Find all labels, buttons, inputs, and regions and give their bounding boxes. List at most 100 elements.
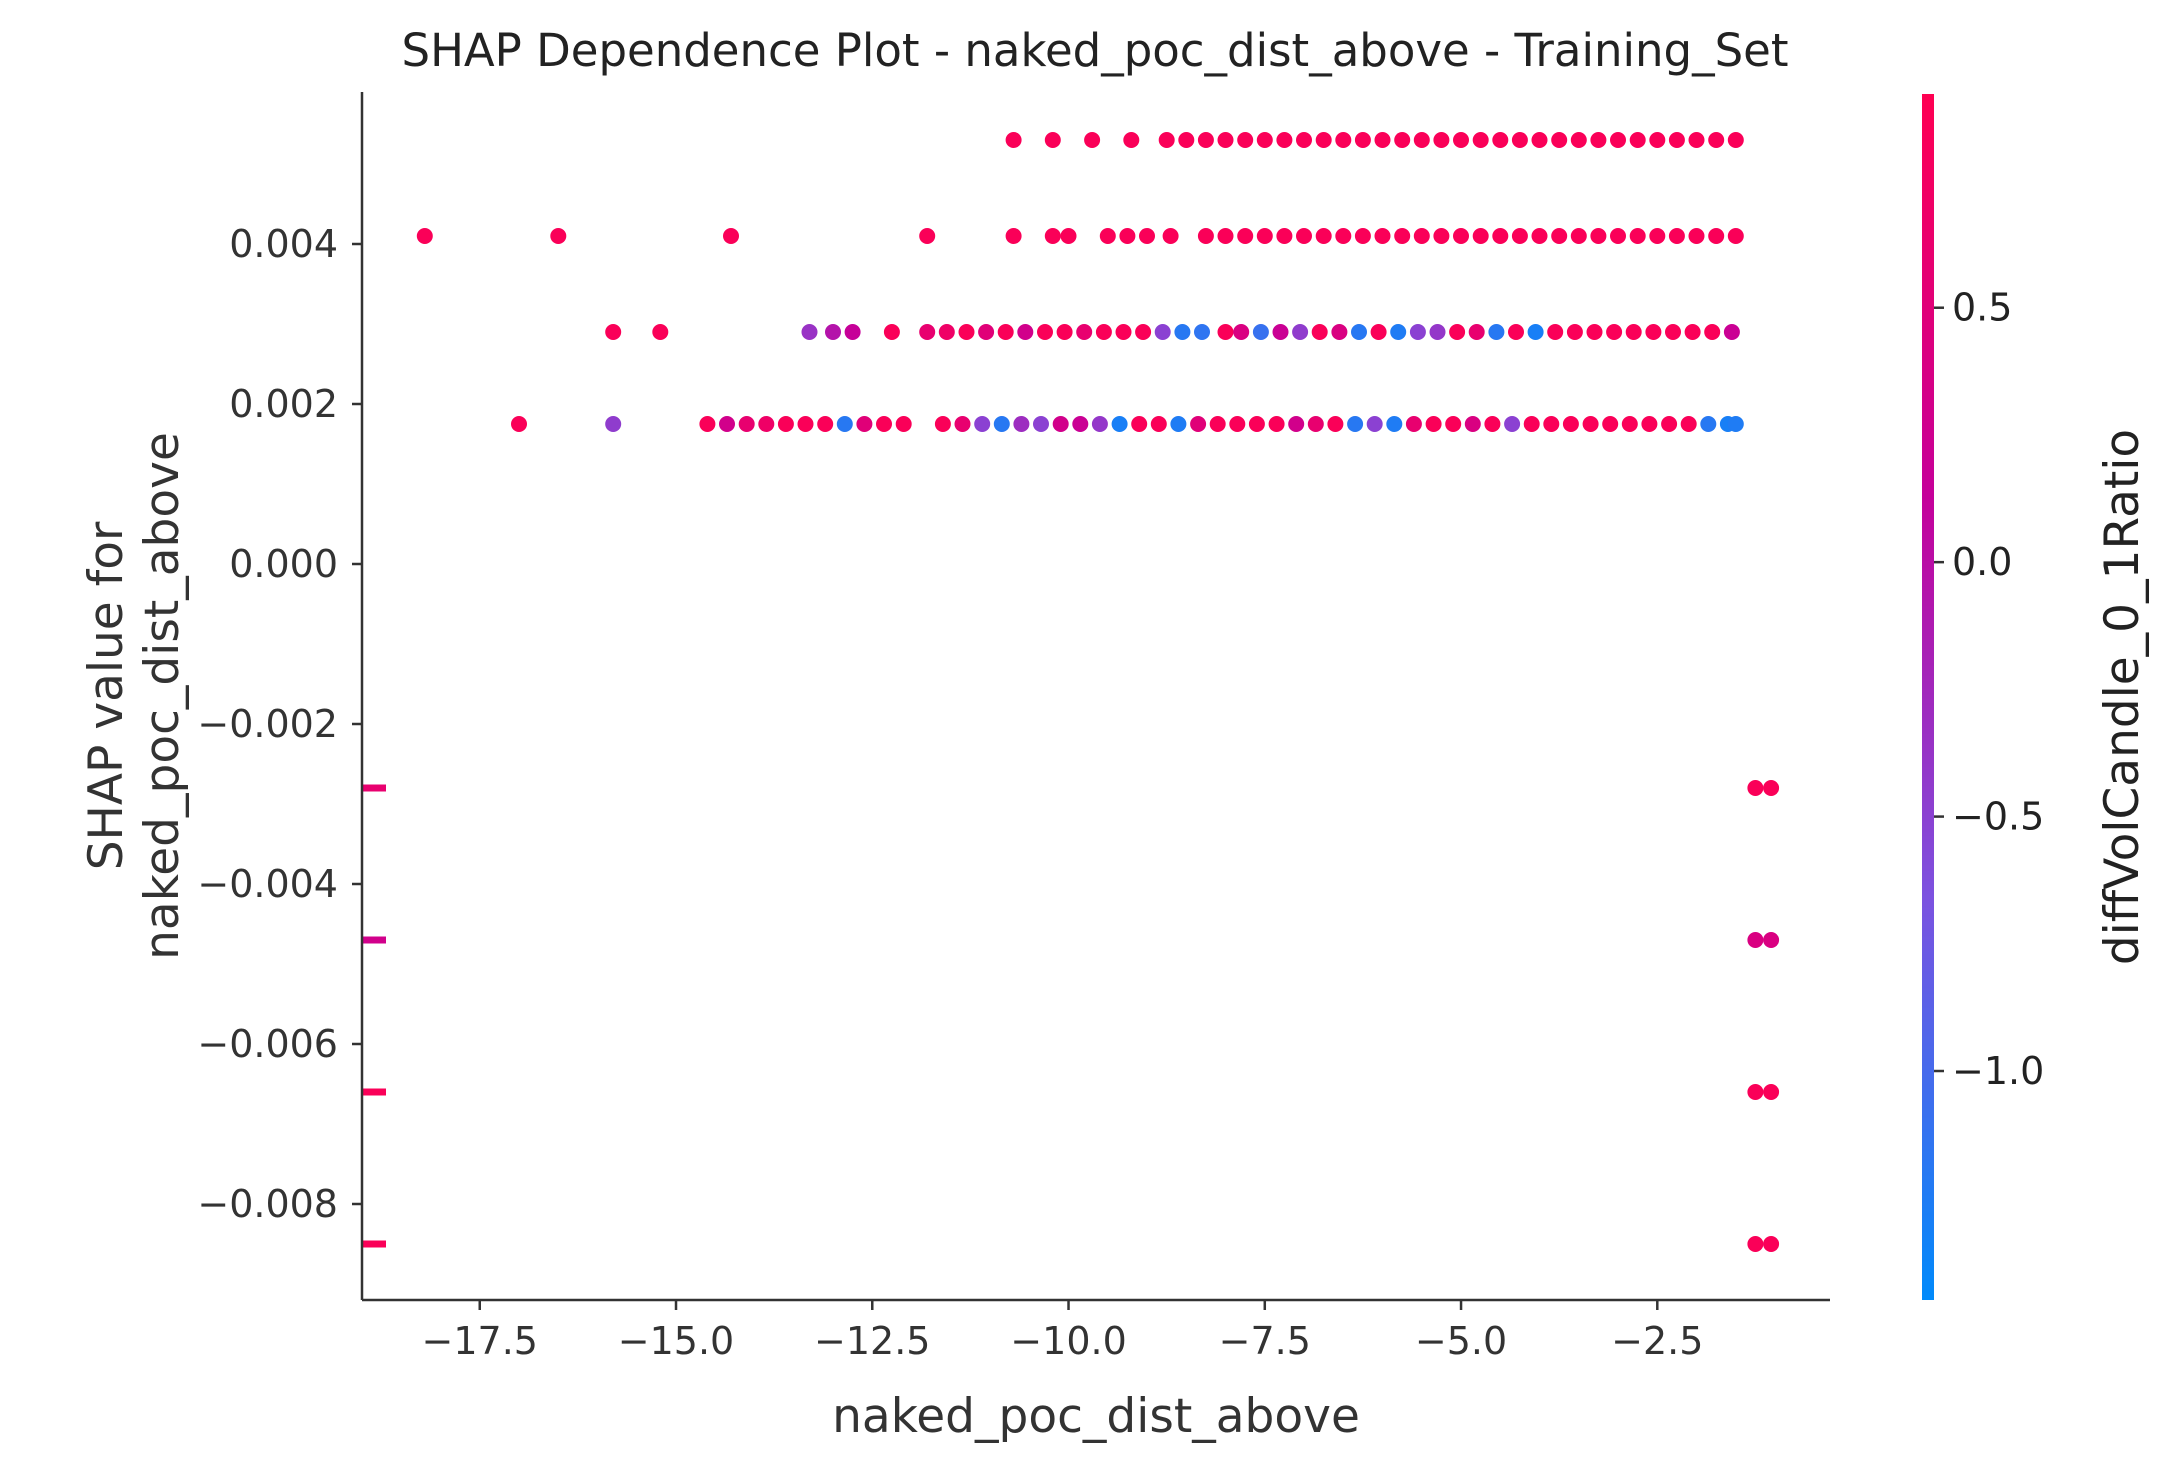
data-point [1547,324,1564,340]
y-tick-label: −0.006 [197,1022,338,1066]
data-point [1052,416,1069,432]
data-point [997,324,1014,340]
data-point [1629,228,1646,244]
data-point [1763,780,1780,796]
data-point [934,416,951,432]
data-point [1170,416,1187,432]
data-point [1037,324,1053,340]
data-point [1621,416,1638,432]
x-tick-label: −7.5 [1219,1319,1311,1363]
data-point [1268,416,1285,432]
data-point [1531,228,1548,244]
data-point [1217,324,1234,340]
data-point [1649,132,1666,148]
data-point [1488,324,1505,340]
colorbar-tick-label: 0.5 [1952,286,2012,330]
data-point [362,784,386,792]
data-point [1158,132,1175,148]
data-point [1429,324,1446,340]
data-point [1190,416,1207,432]
data-point [1394,228,1411,244]
data-point [1570,228,1587,244]
data-point [1453,228,1469,244]
data-point [1174,324,1191,340]
data-point [1708,228,1725,244]
data-point [1562,416,1579,432]
data-point [777,416,794,432]
data-point [1076,324,1093,340]
data-point [1453,132,1469,148]
data-point [1256,132,1273,148]
colorbar-tick-label: 0.0 [1952,540,2012,584]
data-point [1217,132,1234,148]
data-point [1099,228,1116,244]
data-point [1492,132,1509,148]
chart-title: SHAP Dependence Plot - naked_poc_dist_ab… [402,24,1789,77]
data-point [1095,324,1112,340]
data-point [895,416,912,432]
data-point [1590,132,1607,148]
data-point [1197,228,1214,244]
data-point [1586,324,1603,340]
data-point [1276,132,1293,148]
data-point [1072,416,1089,432]
data-point [1233,324,1250,340]
data-point [1351,324,1367,340]
data-point [511,416,527,432]
data-point [919,228,936,244]
data-point [1386,416,1403,432]
data-point [1723,324,1740,340]
data-point [1060,228,1077,244]
data-point [1354,228,1371,244]
data-point [1688,132,1705,148]
x-tick-label: −15.0 [618,1319,734,1363]
data-point [1370,324,1387,340]
data-point [1288,416,1305,432]
data-point [652,324,669,340]
data-point [1468,324,1485,340]
data-point [1237,228,1254,244]
data-point [1335,132,1352,148]
data-point [1256,228,1273,244]
data-point [362,936,386,944]
data-point [1649,228,1666,244]
data-point [1763,1236,1780,1252]
data-points [362,132,1780,1252]
data-point [797,416,814,432]
data-point [550,228,567,244]
data-point [1484,416,1501,432]
y-axis-label: SHAP value for naked_poc_dist_above [79,432,190,960]
data-point [1347,416,1364,432]
x-tick-label: −12.5 [814,1319,930,1363]
data-point [1511,228,1528,244]
data-point [1629,132,1646,148]
data-point [1374,132,1391,148]
data-point [738,416,755,432]
data-point [1727,228,1744,244]
data-point [993,416,1010,432]
data-point [1688,228,1705,244]
data-point [1668,228,1685,244]
colorbar-label: diffVolCandle_0_1Ratio [2095,429,2150,965]
data-point [1115,324,1132,340]
data-point [1331,324,1348,340]
data-point [1708,132,1725,148]
data-point [1366,416,1383,432]
data-point [1409,324,1426,340]
colorbar-ticks: 0.5 0.0 −0.5 −1.0 [1934,286,2044,1093]
data-point [1123,132,1140,148]
data-point [1405,416,1422,432]
data-point [1680,416,1697,432]
data-point [1154,324,1171,340]
data-point [1747,1236,1764,1252]
data-point [1590,228,1607,244]
data-point [1763,1084,1780,1100]
data-point [1606,324,1623,340]
data-point [825,324,841,340]
data-point [1570,132,1587,148]
data-point [416,228,433,244]
data-point [1668,132,1685,148]
data-point [1005,228,1022,244]
data-point [883,324,900,340]
